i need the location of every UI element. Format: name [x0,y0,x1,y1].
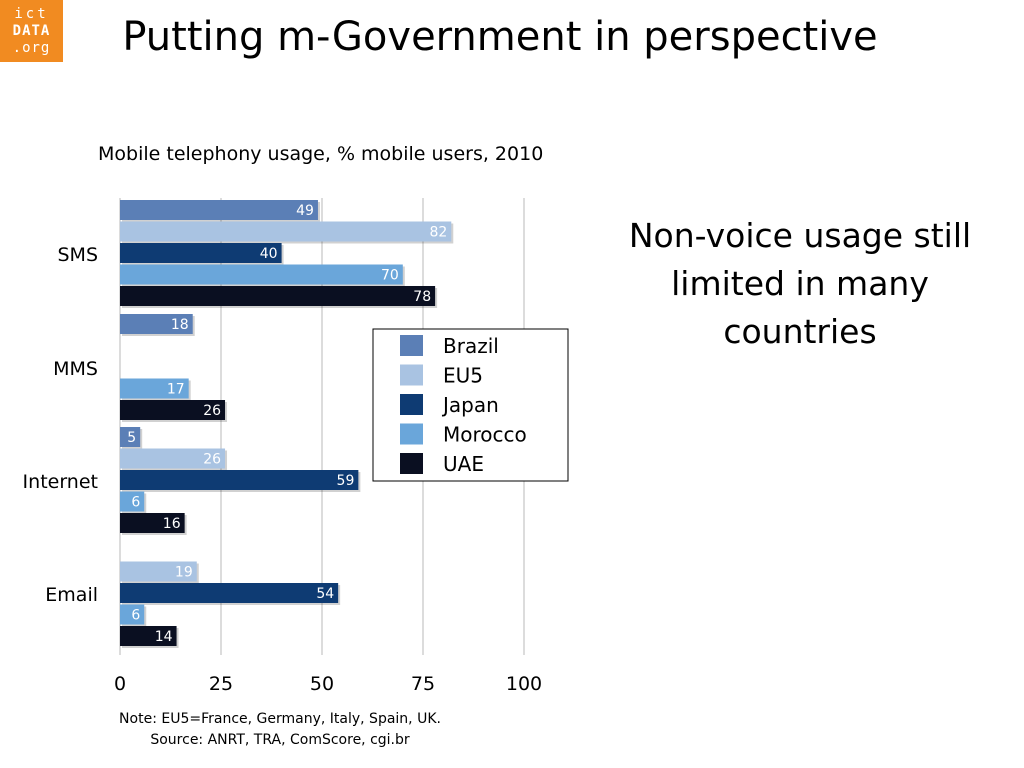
category-label: Internet [23,471,98,493]
category-label: Email [45,584,98,606]
data-label: 59 [337,473,355,489]
bar [120,491,145,512]
slide-title: Putting m-Government in perspective [122,14,878,60]
bar [120,314,193,334]
bar [120,561,197,582]
data-label: 78 [413,289,431,305]
data-label: 6 [131,495,140,511]
bar [120,626,177,646]
legend-label: EU5 [443,364,483,388]
category-label: SMS [57,244,98,266]
data-label: 40 [260,246,278,262]
logo-line-1: ict [14,5,49,22]
logo-line-3: .org [12,39,51,56]
x-tick-label: 0 [114,673,126,695]
bar [120,604,145,625]
bar [120,221,452,242]
legend-label: Morocco [443,423,527,447]
legend-label: UAE [443,452,484,476]
bar [120,583,339,603]
data-label: 18 [171,317,189,333]
bar [120,378,189,399]
note-text: Note: EU5=France, Germany, Italy, Spain,… [119,711,441,727]
legend-label: Japan [441,393,499,417]
bar [120,200,318,220]
data-label: 26 [203,403,221,419]
x-tick-label: 25 [209,673,233,695]
bar [120,400,226,420]
bar [120,427,141,447]
legend-swatch [400,394,423,415]
legend-swatch [400,453,423,474]
chart-note: Note: EU5=France, Germany, Italy, Spain,… [60,709,500,751]
bar [120,470,359,490]
legend-swatch [400,423,423,445]
data-label: 70 [381,268,399,284]
bar [120,513,185,533]
legend-swatch [400,335,423,356]
x-tick-label: 50 [310,673,334,695]
chart-title: Mobile telephony usage, % mobile users, … [98,143,544,165]
data-label: 19 [175,565,193,581]
category-label: MMS [53,358,98,380]
bar [120,264,403,285]
data-label: 14 [155,629,173,645]
data-label: 17 [167,382,185,398]
data-label: 16 [163,516,181,532]
side-commentary: Non-voice usage still limited in many co… [628,216,972,351]
bar [120,448,226,469]
data-label: 49 [296,203,314,219]
bar [120,243,282,263]
data-label: 82 [429,225,447,241]
legend-swatch [400,364,423,386]
x-tick-label: 100 [506,673,542,695]
ictdata-logo: ict DATA .org [0,0,63,62]
data-label: 6 [131,608,140,624]
data-label: 5 [127,430,136,446]
logo-line-2: DATA [12,22,51,39]
bar [120,286,436,306]
data-label: 26 [203,452,221,468]
legend-label: Brazil [443,334,499,358]
x-tick-label: 75 [411,673,435,695]
data-label: 54 [316,586,334,602]
source-text: Source: ANRT, TRA, ComScore, cgi.br [150,732,410,748]
